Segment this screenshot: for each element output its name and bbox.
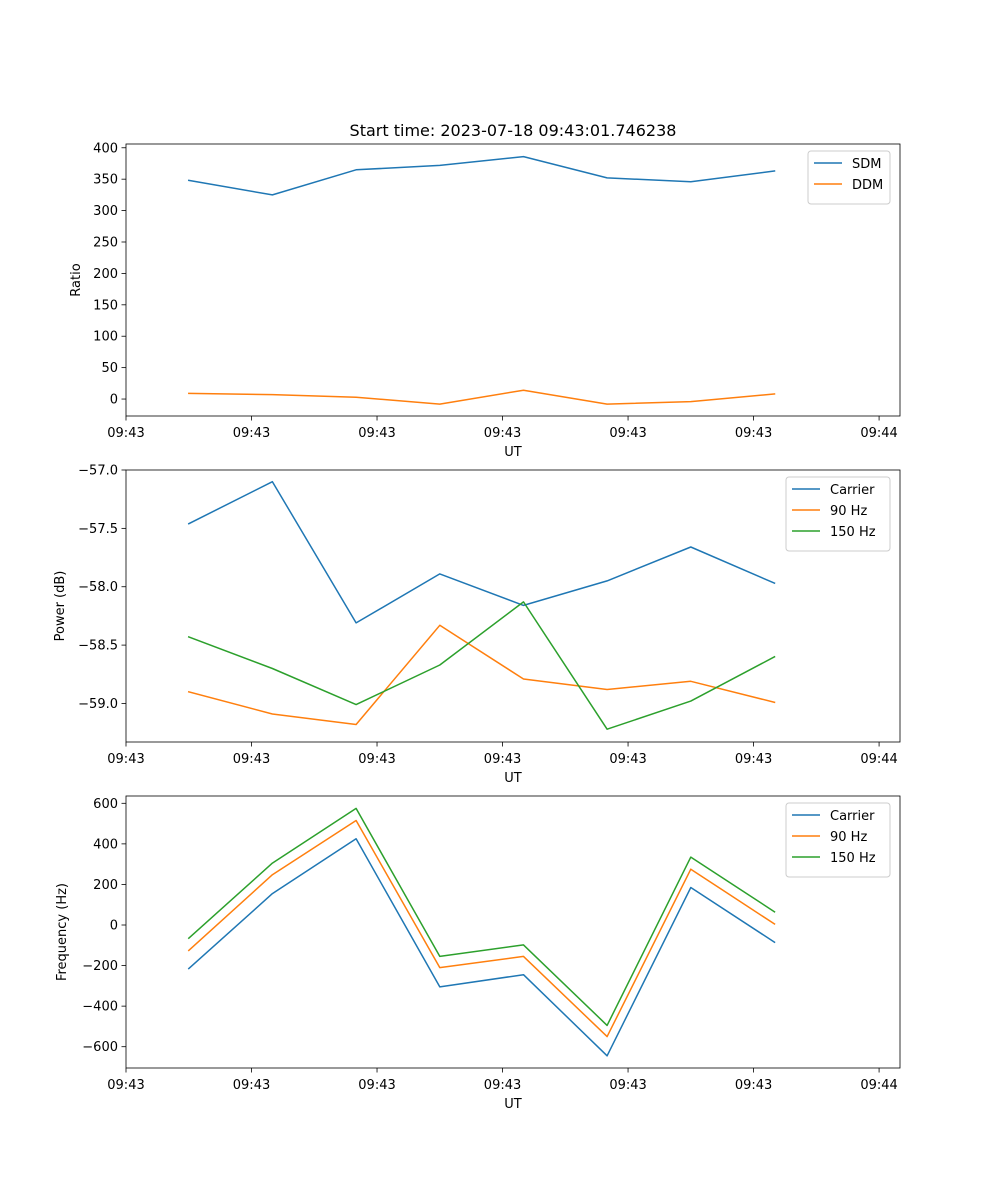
legend-label: SDM [852,157,881,172]
y-axis-label: Ratio [69,263,84,296]
legend-label: Carrier [830,809,875,824]
y-tick-label: −57.5 [78,522,118,537]
x-tick-label: 09:43 [735,752,772,767]
legend-label: 90 Hz [830,504,867,519]
y-tick-label: −58.0 [78,580,118,595]
x-tick-label: 09:43 [358,752,395,767]
x-tick-label: 09:43 [484,752,521,767]
series-line-sdm [187,155,776,196]
y-tick-label: 300 [93,204,118,219]
y-tick-label: 250 [93,235,118,250]
series-line-90-hz [187,624,776,726]
legend-label: 150 Hz [830,525,876,540]
y-tick-label: 200 [93,878,118,893]
axes-frame [125,795,901,1069]
plot-area [126,470,900,742]
series-line-ddm [188,389,776,405]
axes-frame [125,143,901,417]
y-tick-label: 600 [93,797,118,812]
chart-panel-1: 09:43 09:43 09:43 09:43 09:43 09:43 09:44 0 50 10… [69,121,901,460]
y-axis-label: Frequency (Hz) [55,883,70,981]
legend-label: Carrier [830,483,875,498]
x-tick-label: 09:43 [107,426,144,441]
x-tick-label: 09:44 [860,426,897,441]
y-axis-label: Power (dB) [53,571,68,642]
y-tick-label: 50 [101,361,118,376]
y-tick-label: −57.0 [78,464,118,479]
y-tick-label: 0 [110,919,118,934]
x-tick-label: 09:43 [484,1078,521,1093]
x-tick-label: 09:43 [233,426,270,441]
x-tick-label: 09:44 [860,1078,897,1093]
x-tick-label: 09:43 [358,426,395,441]
plot-area [126,144,900,416]
y-tick-label: 400 [93,837,118,852]
legend-box [807,150,891,205]
series-line-150-hz [187,601,776,730]
y-tick-label: −400 [82,1000,118,1015]
x-tick-label: 09:43 [107,752,144,767]
x-tick-label: 09:43 [609,1078,646,1093]
legend-label: 150 Hz [830,851,876,866]
y-tick-label: 200 [93,267,118,282]
y-tick-label: 400 [93,141,118,156]
x-tick-label: 09:43 [358,1078,395,1093]
legend: SDM DDM [807,150,891,205]
x-tick-label: 09:43 [233,752,270,767]
axes-frame [125,469,901,743]
x-tick-label: 09:43 [735,426,772,441]
chart-title: Start time: 2023-07-18 09:43:01.746238 [350,121,677,140]
x-axis-label: UT [504,1097,522,1112]
chart-panel-2: 09:43 09:43 09:43 09:43 09:43 09:43 09:44 −59.0… [53,464,901,786]
x-tick-label: 09:43 [484,426,521,441]
y-tick-label: −59.0 [78,697,118,712]
x-tick-label: 09:43 [735,1078,772,1093]
series-line-90-hz [187,819,776,1038]
x-axis-label: UT [504,771,522,786]
legend-box [785,802,891,878]
x-axis-label: UT [504,445,522,460]
y-tick-label: −58.5 [78,639,118,654]
series-line-150-hz [187,807,776,1027]
legend-box [785,476,891,552]
series-line-carrier [187,838,776,1057]
legend: Carrier 90 Hz 150 Hz [785,802,891,878]
chart-panel-3: 09:43 09:43 09:43 09:43 09:43 09:43 09:44 −600 −… [55,795,901,1112]
y-tick-label: −200 [82,959,118,974]
legend-label: DDM [852,178,883,193]
y-tick-label: 0 [110,393,118,408]
plot-area [126,796,900,1068]
x-tick-label: 09:44 [860,752,897,767]
x-tick-label: 09:43 [233,1078,270,1093]
y-tick-label: 100 [93,330,118,345]
y-tick-label: 150 [93,298,118,313]
legend-label: 90 Hz [830,830,867,845]
y-tick-label: −600 [82,1040,118,1055]
y-tick-label: 350 [93,173,118,188]
x-tick-label: 09:43 [609,752,646,767]
legend: Carrier 90 Hz 150 Hz [785,476,891,552]
x-tick-label: 09:43 [107,1078,144,1093]
x-tick-label: 09:43 [609,426,646,441]
series-line-carrier [187,480,776,624]
